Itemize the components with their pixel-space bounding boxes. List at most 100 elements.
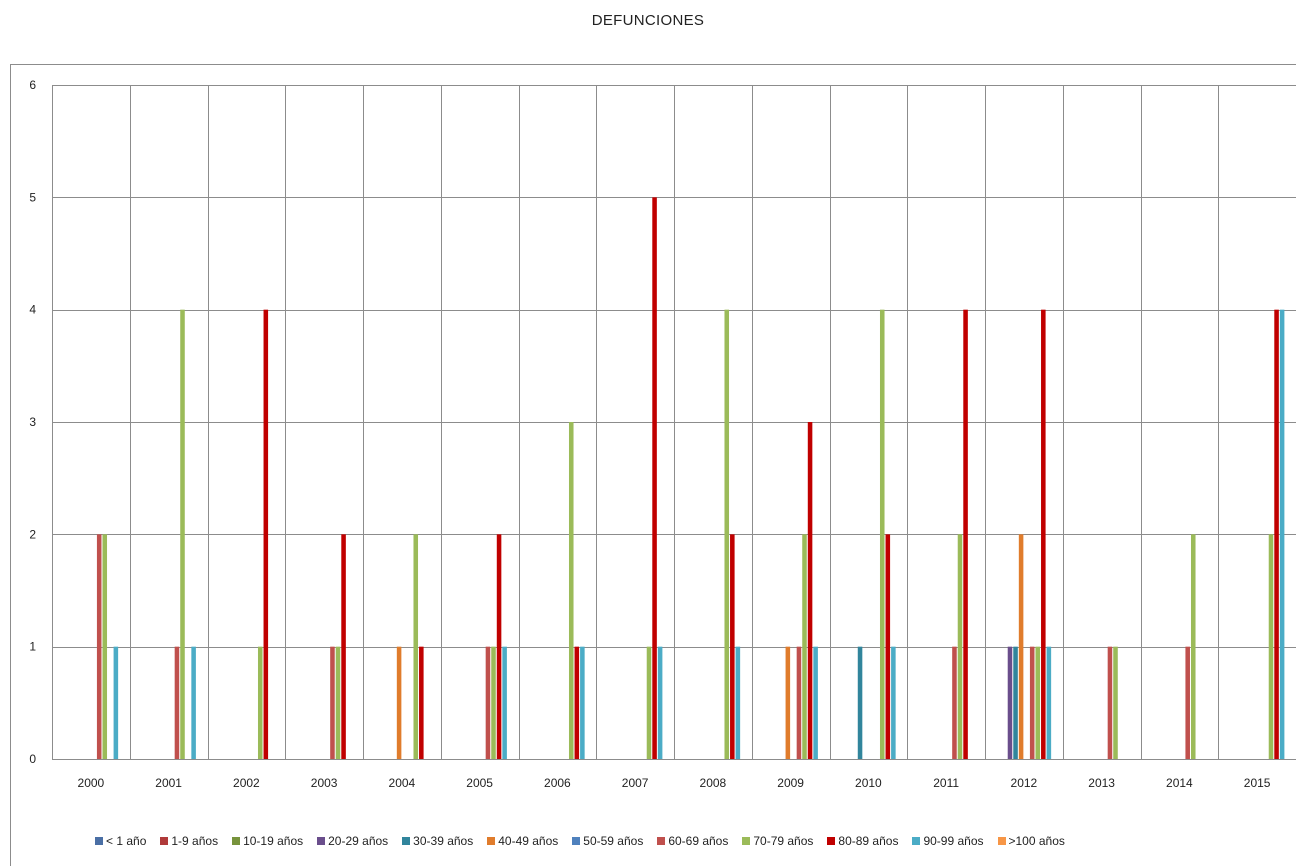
bar (341, 534, 346, 759)
bar (102, 534, 108, 759)
legend-item: 90-99 años (912, 834, 984, 848)
legend-item: 10-19 años (232, 834, 303, 848)
bar (1107, 646, 1113, 759)
x-tick-label: 2011 (933, 776, 959, 790)
legend-item: 50-59 años (572, 834, 643, 848)
x-tick-label: 2002 (233, 776, 260, 790)
chart-title: DEFUNCIONES (591, 12, 705, 29)
bar (652, 197, 657, 759)
bar (330, 646, 335, 759)
x-tick-label: 2009 (777, 776, 804, 790)
legend-swatch (997, 837, 1006, 845)
bar (419, 646, 424, 759)
legend-swatch (317, 837, 326, 845)
legend-item: 80-89 años (827, 834, 898, 848)
x-tick-label: 2013 (1088, 776, 1115, 790)
bar (485, 646, 491, 759)
bar (1185, 646, 1190, 759)
bar (785, 646, 791, 759)
legend-label: 60-69 años (668, 834, 729, 848)
bar (1190, 534, 1196, 759)
y-tick-label: 0 (29, 752, 36, 766)
y-tick-label: 2 (29, 527, 36, 541)
bar (802, 534, 807, 759)
bar (496, 534, 502, 759)
y-tick-label: 6 (29, 78, 36, 92)
legend-label: >100 años (1008, 834, 1065, 848)
legend-item: >100 años (997, 834, 1065, 848)
bar (891, 646, 896, 759)
legend-item: 70-79 años (742, 834, 813, 848)
legend-swatch (827, 837, 836, 845)
bar (502, 646, 507, 759)
legend-swatch (232, 837, 241, 845)
x-tick-label: 2003 (311, 776, 338, 790)
x-tick-label: 2005 (466, 776, 493, 790)
bar (1274, 309, 1279, 759)
bar (646, 646, 652, 759)
bar (257, 646, 263, 759)
bar (885, 534, 891, 759)
bar (568, 422, 574, 759)
bar (1041, 309, 1046, 759)
bar (1046, 646, 1052, 759)
legend-item: 20-29 años (317, 834, 388, 848)
legend-swatch (402, 837, 411, 845)
y-tick-label: 4 (29, 303, 36, 317)
legend-item: < 1 año (95, 834, 146, 848)
bar (174, 646, 180, 759)
bar (180, 309, 185, 759)
legend-swatch (487, 837, 496, 845)
legend-item: 40-49 años (487, 834, 558, 848)
bar (807, 422, 813, 759)
legend-swatch (95, 837, 103, 845)
bar (191, 646, 196, 759)
bar (724, 309, 730, 759)
bar (735, 646, 741, 759)
bar (857, 646, 863, 759)
x-tick-label: 2008 (700, 776, 727, 790)
x-tick-label: 2014 (1166, 776, 1193, 790)
x-tick-label: 2007 (622, 776, 649, 790)
legend-swatch (572, 837, 581, 845)
bar (96, 534, 102, 759)
bar (963, 309, 968, 759)
bar (1013, 646, 1018, 759)
legend-label: 40-49 años (498, 834, 559, 848)
bar (580, 646, 585, 759)
bar (957, 534, 963, 759)
bar (574, 646, 580, 759)
bar (335, 646, 341, 759)
x-tick-label: 2012 (1011, 776, 1038, 790)
legend-item: 1-9 años (160, 834, 218, 848)
legend-label: 20-29 años (328, 834, 389, 848)
bar (1029, 646, 1035, 759)
x-tick-label: 2000 (78, 776, 105, 790)
bar (263, 309, 269, 759)
bar (813, 646, 818, 759)
legend-label: < 1 año (106, 834, 147, 848)
legend-label: 1-9 años (171, 834, 219, 848)
legend-swatch (742, 837, 751, 845)
bar (1268, 534, 1274, 759)
bar (1113, 646, 1118, 759)
bar (952, 646, 957, 759)
x-tick-label: 2015 (1244, 776, 1271, 790)
legend-swatch (912, 837, 921, 845)
legend: < 1 año 1-9 años 10-19 años 20-29 años 30-39… (95, 834, 1079, 848)
chart-frame (10, 64, 1296, 866)
bar (1279, 309, 1285, 759)
bar (413, 534, 419, 759)
legend-item: 30-39 años (402, 834, 473, 848)
y-tick-label: 1 (29, 640, 36, 654)
bar (657, 646, 663, 759)
x-tick-label: 2006 (544, 776, 571, 790)
y-tick-label: 3 (29, 415, 36, 429)
legend-label: 70-79 años (753, 834, 814, 848)
legend-label: 10-19 años (243, 834, 304, 848)
legend-label: 90-99 años (923, 834, 984, 848)
legend-label: 50-59 años (583, 834, 644, 848)
bar (1035, 646, 1041, 759)
legend-label: 30-39 años (413, 834, 474, 848)
